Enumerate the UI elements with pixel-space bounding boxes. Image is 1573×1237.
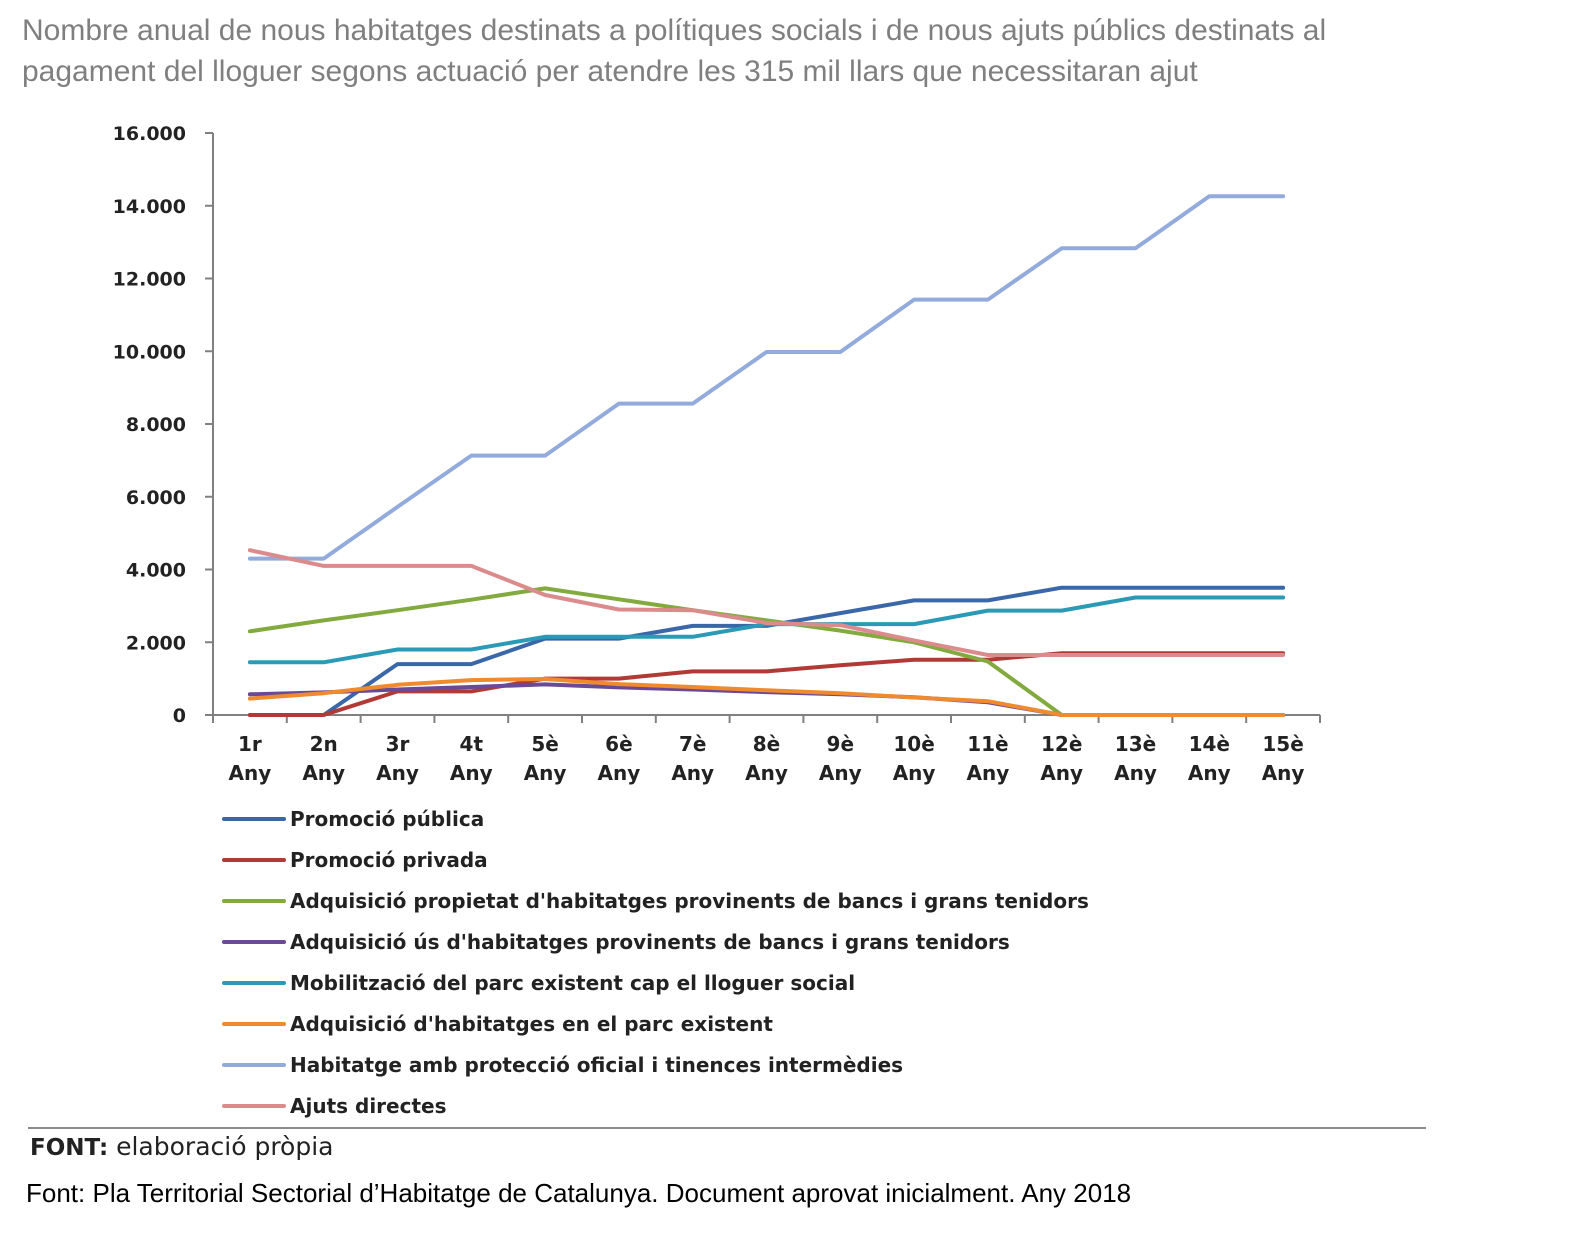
y-tick-label: 2.000 — [126, 632, 186, 654]
y-tick-label: 6.000 — [126, 487, 186, 509]
x-tick-label-line: Any — [1188, 761, 1231, 785]
x-tick-label-line: 15è — [1262, 732, 1303, 756]
x-tick-label-line: 1r — [238, 732, 262, 756]
x-tick-label: 9è Any — [819, 732, 862, 785]
x-tick-label: 10è Any — [893, 732, 936, 785]
x-tick-label-line: Any — [967, 761, 1010, 785]
x-tick-label-line: 13è — [1115, 732, 1156, 756]
x-tick-label-line: Any — [598, 761, 641, 785]
series-line-7 — [247, 194, 1286, 561]
legend-swatch — [222, 1062, 286, 1067]
legend-swatch — [222, 816, 286, 821]
chart-title-line-2: pagament del lloguer segons actuació per… — [22, 55, 1198, 88]
x-tick-label: 1r Any — [229, 732, 272, 785]
x-tick-label-line: 4t — [460, 732, 484, 756]
x-tick-label-line: 3r — [386, 732, 410, 756]
x-tick-label: 6è Any — [598, 732, 641, 785]
x-tick-label-line: 8è — [753, 732, 780, 756]
x-tick-label: 7è Any — [671, 732, 714, 785]
x-tick-label-line: Any — [819, 761, 862, 785]
legend-item: Adquisició d'habitatges en el parc exist… — [222, 1003, 1089, 1044]
y-tick-label: 8.000 — [126, 414, 186, 436]
legend-label: Adquisició ús d'habitatges provinents de… — [290, 929, 1010, 954]
x-tick-label: 2n Any — [302, 732, 345, 785]
x-tick-label: 13è Any — [1114, 732, 1157, 785]
x-tick-label-line: Any — [1262, 761, 1305, 785]
x-tick-label-line: Any — [671, 761, 714, 785]
x-tick-label: 4t Any — [450, 732, 493, 785]
legend-item: Promoció privada — [222, 839, 1089, 880]
legend-item: Promoció pública — [222, 798, 1089, 839]
x-tick-label-line: 14è — [1189, 732, 1230, 756]
legend-label: Adquisició propietat d'habitatges provin… — [290, 888, 1089, 913]
x-tick-label-line: 12è — [1041, 732, 1082, 756]
x-tick-label-line: 2n — [310, 732, 338, 756]
x-axis-ticks: 1r Any 2n Any 3r Any 4t Any 5è Any 6è Any 7è Any 8è Any… — [212, 715, 1321, 785]
x-tick-label: 11è Any — [967, 732, 1010, 785]
legend-label: Ajuts directes — [290, 1093, 447, 1118]
x-tick-label-line: Any — [745, 761, 788, 785]
font-note: FONT: elaboració pròpia — [30, 1132, 333, 1161]
legend-label: Promoció privada — [290, 847, 488, 872]
x-tick-label-line: Any — [1114, 761, 1157, 785]
legend-item: Habitatge amb protecció oficial i tinenc… — [222, 1044, 1089, 1085]
source-note: Font: Pla Territorial Sectorial d’Habita… — [26, 1178, 1132, 1208]
x-tick-label: 14è Any — [1188, 732, 1231, 785]
y-tick-label: 10.000 — [113, 341, 186, 363]
x-tick-label-line: Any — [1040, 761, 1083, 785]
legend-label: Promoció pública — [290, 806, 485, 831]
x-tick-label: 8è Any — [745, 732, 788, 785]
font-text: elaboració pròpia — [116, 1132, 334, 1161]
x-tick-label-line: 10è — [893, 732, 934, 756]
legend-swatch — [222, 939, 286, 944]
legend-swatch — [222, 1021, 286, 1026]
legend-item: Ajuts directes — [222, 1085, 1089, 1126]
y-tick-label: 14.000 — [113, 196, 186, 218]
x-tick-label-line: Any — [302, 761, 345, 785]
x-tick-label-line: Any — [450, 761, 493, 785]
line-chart: 0 2.000 4.000 6.000 8.000 10.000 12.000 14.000 1… — [113, 123, 1321, 785]
x-tick-label-line: Any — [376, 761, 419, 785]
chart-title: Nombre anual de nous habitatges destinat… — [22, 10, 1492, 92]
legend-item: Mobilització del parc existent cap el ll… — [222, 962, 1089, 1003]
y-tick-label: 12.000 — [113, 269, 186, 291]
x-tick-label-line: 11è — [967, 732, 1008, 756]
series-line-6 — [247, 677, 1286, 717]
x-tick-label-line: 7è — [679, 732, 706, 756]
legend-swatch — [222, 898, 286, 903]
y-axis-ticks: 0 2.000 4.000 6.000 8.000 10.000 12.000 14.000 1… — [113, 123, 213, 727]
series-line-8 — [247, 548, 1286, 657]
legend-label: Adquisició d'habitatges en el parc exist… — [290, 1011, 773, 1036]
x-tick-label: 5è Any — [524, 732, 567, 785]
x-tick-label-line: 6è — [605, 732, 632, 756]
footer-divider — [28, 1127, 1426, 1129]
x-tick-label: 3r Any — [376, 732, 419, 785]
legend-label: Habitatge amb protecció oficial i tinenc… — [290, 1052, 904, 1077]
x-tick-label: 12è Any — [1040, 732, 1083, 785]
series-lines — [247, 194, 1286, 717]
legend-item: Adquisició propietat d'habitatges provin… — [222, 880, 1089, 921]
font-label: FONT: — [30, 1135, 109, 1161]
chart-title-line-1: Nombre anual de nous habitatges destinat… — [22, 14, 1327, 47]
chart-legend: Promoció pública Promoció privada Adquisic… — [222, 798, 1089, 1126]
x-tick-label-line: Any — [229, 761, 272, 785]
x-tick-label-line: 5è — [531, 732, 558, 756]
legend-label: Mobilització del parc existent cap el ll… — [290, 970, 856, 995]
x-tick-label-line: 9è — [827, 732, 854, 756]
y-tick-label: 0 — [173, 705, 186, 727]
legend-swatch — [222, 1103, 286, 1108]
x-tick-label-line: Any — [893, 761, 936, 785]
legend-item: Adquisició ús d'habitatges provinents de… — [222, 921, 1089, 962]
legend-swatch — [222, 857, 286, 862]
x-tick-label: 15è Any — [1262, 732, 1305, 785]
legend-swatch — [222, 980, 286, 985]
x-tick-label-line: Any — [524, 761, 567, 785]
y-tick-label: 4.000 — [126, 560, 186, 582]
y-tick-label: 16.000 — [113, 123, 186, 145]
